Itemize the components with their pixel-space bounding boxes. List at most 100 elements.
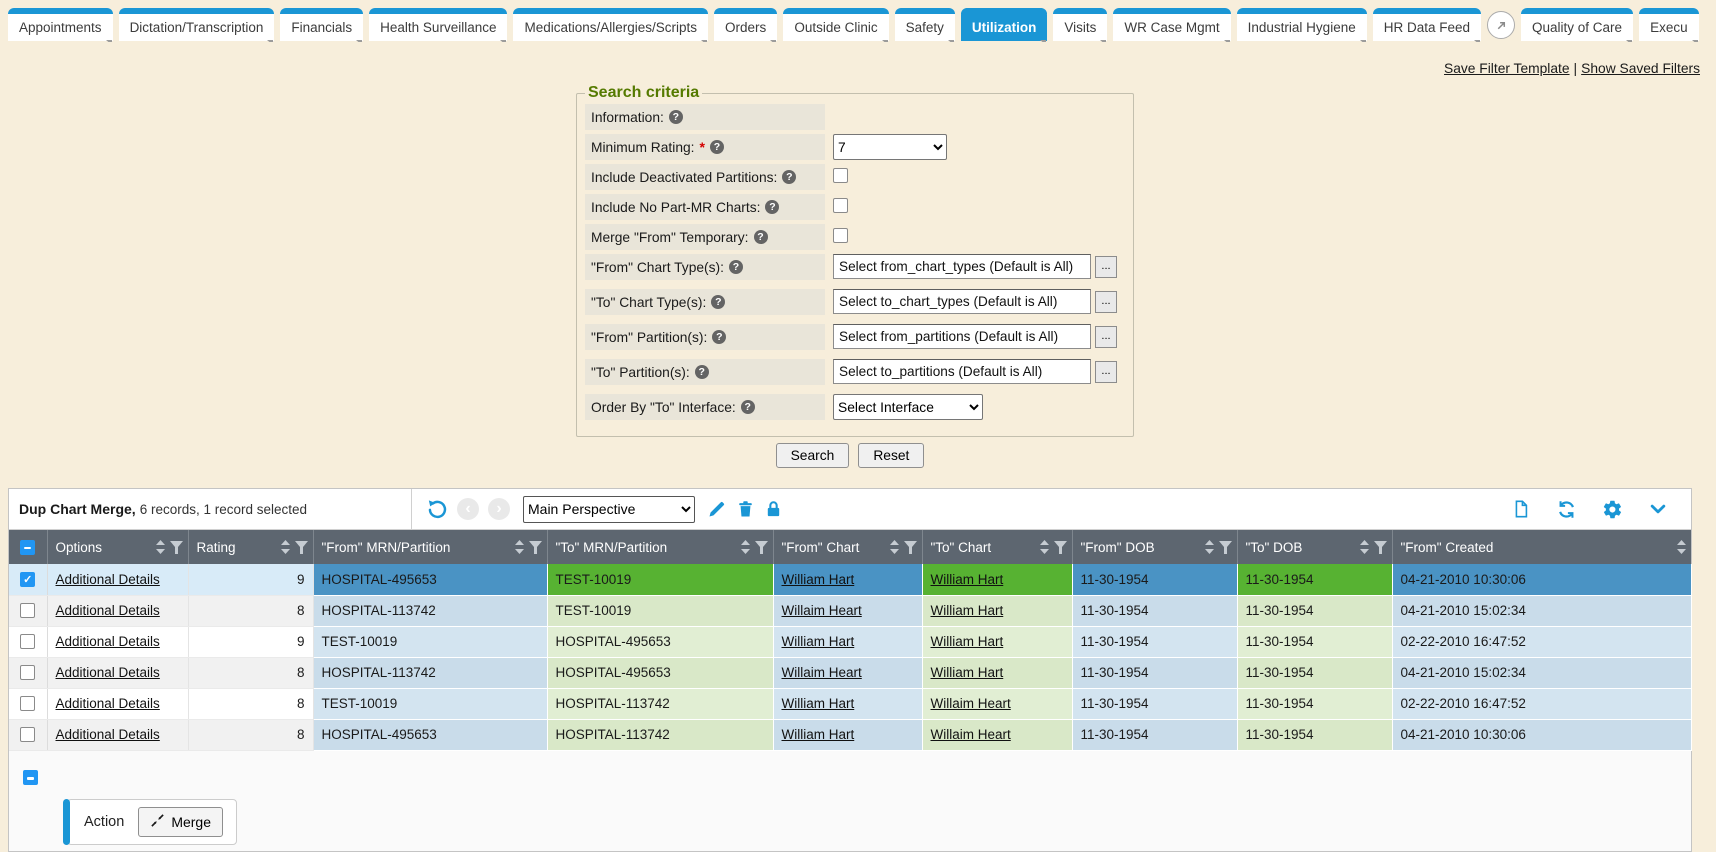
tab-execu[interactable]: Execu	[1639, 8, 1699, 42]
nav-forward-icon[interactable]: ›	[488, 498, 510, 520]
help-icon[interactable]: ?	[782, 170, 797, 184]
chart-link[interactable]: William Hart	[781, 634, 855, 649]
checkbox-include-no-part-mr-charts[interactable]	[833, 198, 848, 213]
help-icon[interactable]: ?	[668, 110, 683, 124]
sort-icon[interactable]	[155, 540, 165, 554]
sort-icon[interactable]	[889, 540, 899, 554]
chart-link[interactable]: Willaim Heart	[930, 696, 1011, 711]
filter-funnel-icon[interactable]	[1218, 540, 1232, 554]
tab-wr-case-mgmt[interactable]: WR Case Mgmt	[1113, 8, 1231, 42]
select-all-bottom-checkbox[interactable]	[23, 770, 38, 786]
chart-link[interactable]: Willaim Heart	[781, 665, 862, 680]
nav-back-icon[interactable]: ‹	[457, 498, 479, 520]
row-select-checkbox[interactable]	[20, 665, 36, 681]
column-header-to-chart[interactable]: "To" Chart	[922, 530, 1073, 564]
browse-button-from-chart-type-s[interactable]: ...	[1095, 255, 1117, 278]
input-from-partition-s[interactable]	[833, 324, 1091, 349]
input-to-chart-type-s[interactable]	[833, 289, 1091, 314]
input-from-chart-type-s[interactable]	[833, 254, 1091, 279]
column-header-to-dob[interactable]: "To" DOB	[1237, 530, 1393, 564]
filter-funnel-icon[interactable]	[294, 540, 308, 554]
chart-link[interactable]: William Hart	[781, 727, 855, 742]
checkbox-merge-from-temporary[interactable]	[833, 228, 848, 243]
settings-gear-icon[interactable]	[1602, 499, 1623, 520]
input-to-partition-s[interactable]	[833, 359, 1091, 384]
delete-trash-icon[interactable]	[736, 499, 755, 519]
additional-details-link[interactable]: Additional Details	[55, 571, 160, 587]
sort-icon[interactable]	[1039, 540, 1049, 554]
column-header-to-mrn-partition[interactable]: "To" MRN/Partition	[547, 530, 774, 564]
help-icon[interactable]: ?	[712, 330, 727, 344]
filter-funnel-icon[interactable]	[1373, 540, 1387, 554]
column-header-from-mrn-partition[interactable]: "From" MRN/Partition	[313, 530, 548, 564]
tab-health-surveillance[interactable]: Health Surveillance	[369, 8, 508, 42]
tab-quality-of-care[interactable]: Quality of Care	[1521, 8, 1634, 42]
help-icon[interactable]: ?	[709, 140, 724, 154]
undo-icon[interactable]	[426, 498, 448, 520]
column-header-from-chart[interactable]: "From" Chart	[773, 530, 923, 564]
save-filter-template-link[interactable]: Save Filter Template	[1444, 61, 1570, 76]
help-icon[interactable]: ?	[753, 230, 768, 244]
sort-icon[interactable]	[1359, 540, 1369, 554]
tab-hr-data-feed[interactable]: HR Data Feed	[1372, 8, 1482, 42]
help-icon[interactable]: ?	[765, 200, 780, 214]
select-all-checkbox[interactable]	[20, 539, 36, 555]
select-order-by-to-interface[interactable]: Select Interface	[833, 394, 983, 420]
sort-icon[interactable]	[280, 540, 290, 554]
tab-medications-allergies-scripts[interactable]: Medications/Allergies/Scripts	[513, 8, 709, 42]
open-arrow-circle-icon[interactable]	[1487, 11, 1516, 39]
browse-button-from-partition-s[interactable]: ...	[1095, 325, 1117, 348]
row-select-checkbox[interactable]: ✓	[20, 572, 36, 588]
additional-details-link[interactable]: Additional Details	[55, 634, 160, 649]
sort-icon[interactable]	[514, 540, 524, 554]
tab-orders[interactable]: Orders	[714, 8, 778, 42]
chart-link[interactable]: Willaim Heart	[781, 603, 862, 618]
show-saved-filters-link[interactable]: Show Saved Filters	[1581, 61, 1700, 76]
row-select-checkbox[interactable]	[20, 727, 36, 743]
additional-details-link[interactable]: Additional Details	[55, 696, 160, 711]
chart-link[interactable]: William Hart	[781, 571, 855, 587]
chart-link[interactable]: Willaim Heart	[930, 727, 1011, 742]
tab-appointments[interactable]: Appointments	[8, 8, 113, 42]
tab-outside-clinic[interactable]: Outside Clinic	[783, 8, 889, 42]
row-select-checkbox[interactable]	[20, 603, 36, 619]
lock-icon[interactable]	[764, 499, 783, 519]
column-header-options[interactable]: Options	[47, 530, 189, 564]
chart-link[interactable]: William Hart	[930, 665, 1004, 680]
column-header-from-created[interactable]: "From" Created	[1392, 530, 1691, 564]
browse-button-to-chart-type-s[interactable]: ...	[1095, 290, 1117, 313]
new-document-icon[interactable]	[1511, 498, 1531, 520]
row-select-checkbox[interactable]	[20, 634, 36, 650]
column-header-rating[interactable]: Rating	[188, 530, 314, 564]
collapse-chevron-icon[interactable]	[1648, 499, 1668, 519]
refresh-icon[interactable]	[1556, 499, 1577, 520]
chart-link[interactable]: William Hart	[930, 603, 1004, 618]
sort-icon[interactable]	[740, 540, 750, 554]
select-minimum-rating[interactable]: 7	[833, 134, 947, 160]
filter-funnel-icon[interactable]	[528, 540, 542, 554]
filter-funnel-icon[interactable]	[169, 540, 183, 554]
chart-link[interactable]: William Hart	[930, 634, 1004, 649]
tab-visits[interactable]: Visits	[1053, 8, 1108, 42]
checkbox-include-deactivated-partitions[interactable]	[833, 168, 848, 183]
help-icon[interactable]: ?	[740, 400, 755, 414]
row-select-checkbox[interactable]	[20, 696, 36, 712]
tab-financials[interactable]: Financials	[280, 8, 364, 42]
filter-funnel-icon[interactable]	[1053, 540, 1067, 554]
sort-icon[interactable]	[1204, 540, 1214, 554]
edit-pencil-icon[interactable]	[707, 499, 727, 519]
browse-button-to-partition-s[interactable]: ...	[1095, 360, 1117, 383]
tab-dictation-transcription[interactable]: Dictation/Transcription	[118, 8, 275, 42]
help-icon[interactable]: ?	[711, 295, 726, 309]
additional-details-link[interactable]: Additional Details	[55, 603, 160, 618]
filter-funnel-icon[interactable]	[903, 540, 917, 554]
chart-link[interactable]: William Hart	[930, 571, 1004, 587]
reset-button[interactable]: Reset	[858, 443, 925, 468]
help-icon[interactable]: ?	[694, 365, 709, 379]
perspective-select[interactable]: Main Perspective	[523, 495, 695, 523]
tab-safety[interactable]: Safety	[894, 8, 955, 42]
search-button[interactable]: Search	[775, 443, 850, 468]
column-header-from-dob[interactable]: "From" DOB	[1072, 530, 1238, 564]
help-icon[interactable]: ?	[728, 260, 743, 274]
chart-link[interactable]: William Hart	[781, 696, 855, 711]
